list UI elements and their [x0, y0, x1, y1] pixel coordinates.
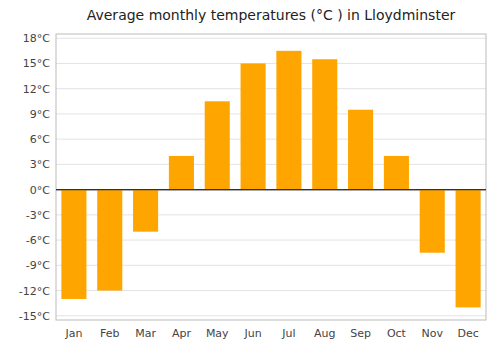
y-tick-label: -15°C — [19, 310, 50, 323]
x-tick-label: Jun — [243, 327, 261, 340]
y-tick-label: 12°C — [23, 83, 50, 96]
bar — [420, 190, 445, 253]
bar — [97, 190, 122, 291]
x-tick-label: Nov — [422, 327, 444, 340]
y-tick-label: -12°C — [19, 285, 50, 298]
x-tick-label: May — [206, 327, 229, 340]
y-tick-label: -6°C — [26, 234, 50, 247]
x-tick-label: Oct — [387, 327, 407, 340]
bar — [456, 190, 481, 308]
bar — [169, 156, 194, 190]
grid-line — [56, 63, 486, 64]
grid-line — [56, 38, 486, 39]
plot-frame — [56, 34, 486, 320]
y-tick-label: -9°C — [26, 259, 50, 272]
grid-line — [56, 113, 486, 114]
x-tick-label: Jul — [281, 327, 295, 340]
bar — [205, 101, 230, 189]
grid-line — [56, 164, 486, 165]
grid-line — [56, 88, 486, 89]
bar — [61, 190, 86, 299]
x-tick-label: Dec — [457, 327, 478, 340]
x-tick-label: Feb — [100, 327, 119, 340]
baseline — [56, 189, 486, 190]
bar — [312, 59, 337, 189]
bar — [384, 156, 409, 190]
zero-line — [56, 189, 486, 190]
bar — [133, 190, 158, 232]
y-tick-label: 6°C — [30, 133, 50, 146]
y-tick-label: 18°C — [23, 32, 50, 45]
bar — [276, 51, 301, 190]
x-tick-label: Mar — [135, 327, 156, 340]
title: Average monthly temperatures (°C ) in Ll… — [87, 7, 456, 23]
y-tick-label: 0°C — [30, 184, 50, 197]
y-tick-label: 15°C — [23, 57, 50, 70]
chart-svg: Average monthly temperatures (°C ) in Ll… — [0, 0, 500, 350]
x-tick-label: Sep — [350, 327, 371, 340]
x-tick-label: Apr — [172, 327, 192, 340]
y-tick-label: -3°C — [26, 209, 50, 222]
grid — [56, 38, 486, 316]
y-tick-label: 3°C — [30, 158, 50, 171]
grid-line — [56, 315, 486, 316]
x-tick-label: Aug — [314, 327, 335, 340]
bar — [241, 63, 266, 189]
y-tick-label: 9°C — [30, 108, 50, 121]
grid-line — [56, 139, 486, 140]
bar — [348, 110, 373, 190]
x-tick-label: Jan — [64, 327, 82, 340]
chart-container: Average monthly temperatures (°C ) in Ll… — [0, 0, 500, 350]
bars — [61, 51, 480, 308]
